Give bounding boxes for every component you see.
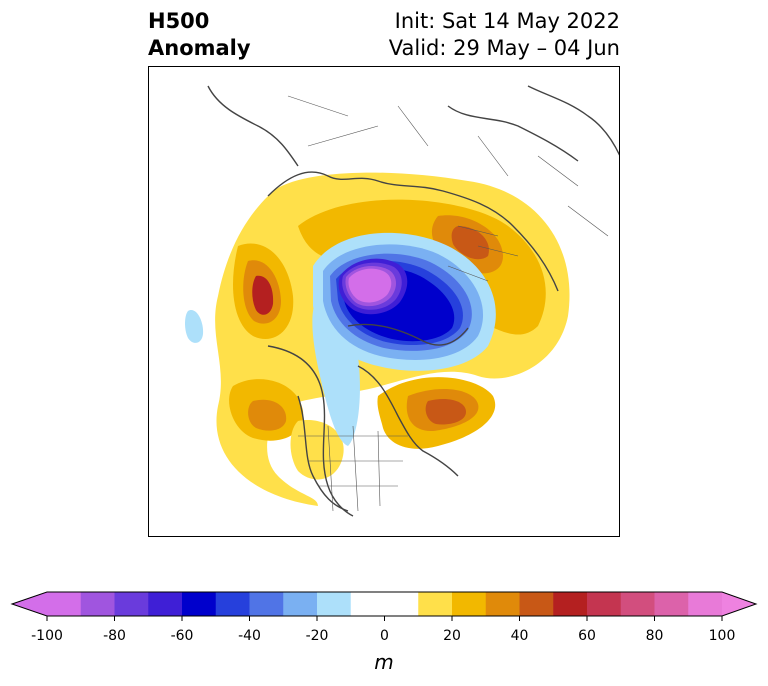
- negative-anomaly-contours: [185, 232, 496, 446]
- colorbar-ticks: -100 -80 -60 -40 -20 0 20 40 60 80 100: [31, 616, 735, 644]
- colorbar-tick-label: 80: [646, 628, 664, 644]
- colorbar-cell: [182, 592, 217, 616]
- colorbar: -100 -80 -60 -40 -20 0 20 40 60 80 100: [10, 591, 758, 644]
- colorbar-cell: [114, 592, 149, 616]
- political-borders: [287, 95, 609, 512]
- colorbar-cell: [485, 592, 520, 616]
- colorbar-tick-label: 100: [709, 628, 736, 644]
- valid-range: Valid: 29 May – 04 Jun: [388, 36, 620, 60]
- title-subfield: Anomaly: [148, 36, 251, 60]
- colorbar-tick-label: 60: [578, 628, 596, 644]
- colorbar-tick-label: -40: [238, 628, 261, 644]
- colorbar-tick-label: 0: [380, 628, 389, 644]
- colorbar-cell: [418, 592, 453, 616]
- colorbar-tick-label: 40: [511, 628, 529, 644]
- map-border: [148, 66, 620, 537]
- title-field: H500: [148, 9, 210, 33]
- colorbar-tick-label: -60: [171, 628, 194, 644]
- colorbar-cell: [587, 592, 622, 616]
- colorbar-cell: [80, 592, 115, 616]
- colorbar-tick-label: -20: [306, 628, 329, 644]
- colorbar-under-extension: [12, 592, 47, 616]
- colorbar-cell: [654, 592, 689, 616]
- colorbar-cell: [688, 592, 723, 616]
- colorbar-cell: [317, 592, 352, 616]
- colorbar-tick-label: -80: [103, 628, 126, 644]
- colorbar-cell: [519, 592, 554, 616]
- colorbar-cells: [10, 591, 758, 617]
- colorbar-cell: [620, 592, 655, 616]
- init-date: Init: Sat 14 May 2022: [394, 9, 620, 33]
- colorbar-cell: [350, 592, 419, 616]
- colorbar-cell: [249, 592, 284, 616]
- colorbar-cell: [47, 592, 82, 616]
- colorbar-tick-label: 20: [443, 628, 461, 644]
- colorbar-unit: m: [374, 650, 394, 674]
- coastlines: [207, 85, 620, 517]
- colorbar-over-extension: [722, 592, 756, 616]
- title-right: Init: Sat 14 May 2022 Valid: 29 May – 04…: [389, 8, 620, 62]
- colorbar-cell: [283, 592, 318, 616]
- colorbar-cell: [452, 592, 487, 616]
- colorbar-cell: [148, 592, 183, 616]
- colorbar-cell: [553, 592, 588, 616]
- colorbar-cell: [215, 592, 250, 616]
- colorbar-tick-label: -100: [31, 628, 63, 644]
- title-left: H500 Anomaly: [148, 8, 251, 62]
- anomaly-map: [148, 66, 620, 537]
